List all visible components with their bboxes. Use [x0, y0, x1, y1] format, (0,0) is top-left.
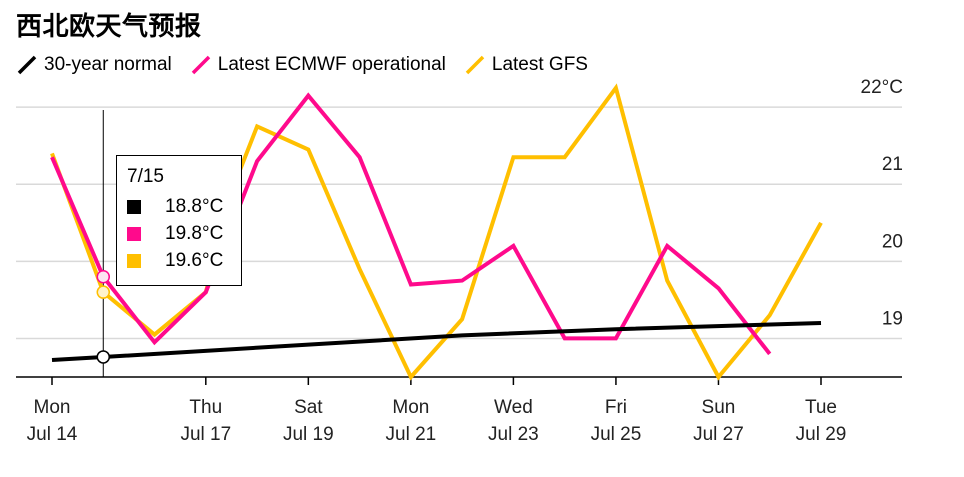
- x-tick-label-day-6: Sun: [702, 397, 736, 418]
- x-tick-label-day-2: Sat: [294, 397, 323, 418]
- y-tick-label-3: 22°C: [861, 77, 903, 98]
- tooltip-swatch-gfs: [127, 253, 141, 268]
- x-tick-label-day-3: Mon: [392, 397, 429, 418]
- tooltip-row-gfs: 19.6°C: [127, 247, 241, 274]
- legend-label-gfs: Latest GFS: [491, 54, 588, 75]
- x-tick-label-day-1: Thu: [189, 397, 222, 418]
- legend-label-normal: 30-year normal: [44, 54, 172, 75]
- legend-swatch-normal: [17, 55, 37, 75]
- legend-item-normal[interactable]: 30-year normal: [16, 52, 172, 78]
- hover-marker-gfs: [96, 285, 111, 299]
- series-line-ecmwf: [50, 92, 772, 356]
- legend-label-ecmwf: Latest ECMWF operational: [217, 54, 446, 75]
- x-tick-label-date-5: Jul 25: [591, 424, 642, 445]
- x-tick-label-date-7: Jul 29: [796, 424, 847, 445]
- x-tick-label-date-2: Jul 19: [283, 424, 334, 445]
- x-tick-label-day-5: Fri: [605, 397, 627, 418]
- tooltip-date: 7/15: [127, 166, 164, 187]
- y-tick-label-1: 20: [882, 231, 903, 252]
- hover-marker-ecmwf: [96, 270, 111, 284]
- tooltip-row-ecmwf: 19.8°C: [127, 220, 241, 247]
- y-tick-label-0: 19: [882, 308, 903, 329]
- hover-marker-normal: [96, 350, 111, 364]
- tooltip-value-normal: 18.8°C: [165, 195, 224, 217]
- x-tick-label-date-6: Jul 27: [693, 424, 744, 445]
- y-tick-label-2: 21: [882, 154, 903, 175]
- tooltip-swatch-normal: [127, 199, 141, 214]
- x-tick-label-date-1: Jul 17: [180, 424, 231, 445]
- legend-swatch-ecmwf: [191, 55, 211, 75]
- x-tick-label-date-3: Jul 21: [386, 424, 437, 445]
- tooltip-value-gfs: 19.6°C: [165, 249, 224, 271]
- x-tick-label-day-0: Mon: [34, 397, 71, 418]
- tooltip-value-ecmwf: 19.8°C: [165, 222, 224, 244]
- x-tick-label-day-4: Wed: [494, 397, 533, 418]
- x-tick-label-day-7: Tue: [805, 397, 837, 418]
- tooltip-row-normal: 18.8°C: [127, 193, 241, 220]
- x-tick-label-date-0: Jul 14: [27, 424, 78, 445]
- legend: 30-year normal Latest ECMWF operational …: [16, 52, 606, 78]
- hover-tooltip: 7/15 18.8°C 19.8°C 19.6°C: [116, 155, 242, 286]
- chart-title: 西北欧天气预报: [16, 12, 202, 42]
- tooltip-swatch-ecmwf: [127, 226, 141, 241]
- series-line-normal: [51, 321, 822, 362]
- legend-item-ecmwf[interactable]: Latest ECMWF operational: [190, 52, 446, 78]
- legend-swatch-gfs: [465, 55, 485, 75]
- legend-item-gfs[interactable]: Latest GFS: [464, 52, 588, 78]
- x-tick-label-date-4: Jul 23: [488, 424, 539, 445]
